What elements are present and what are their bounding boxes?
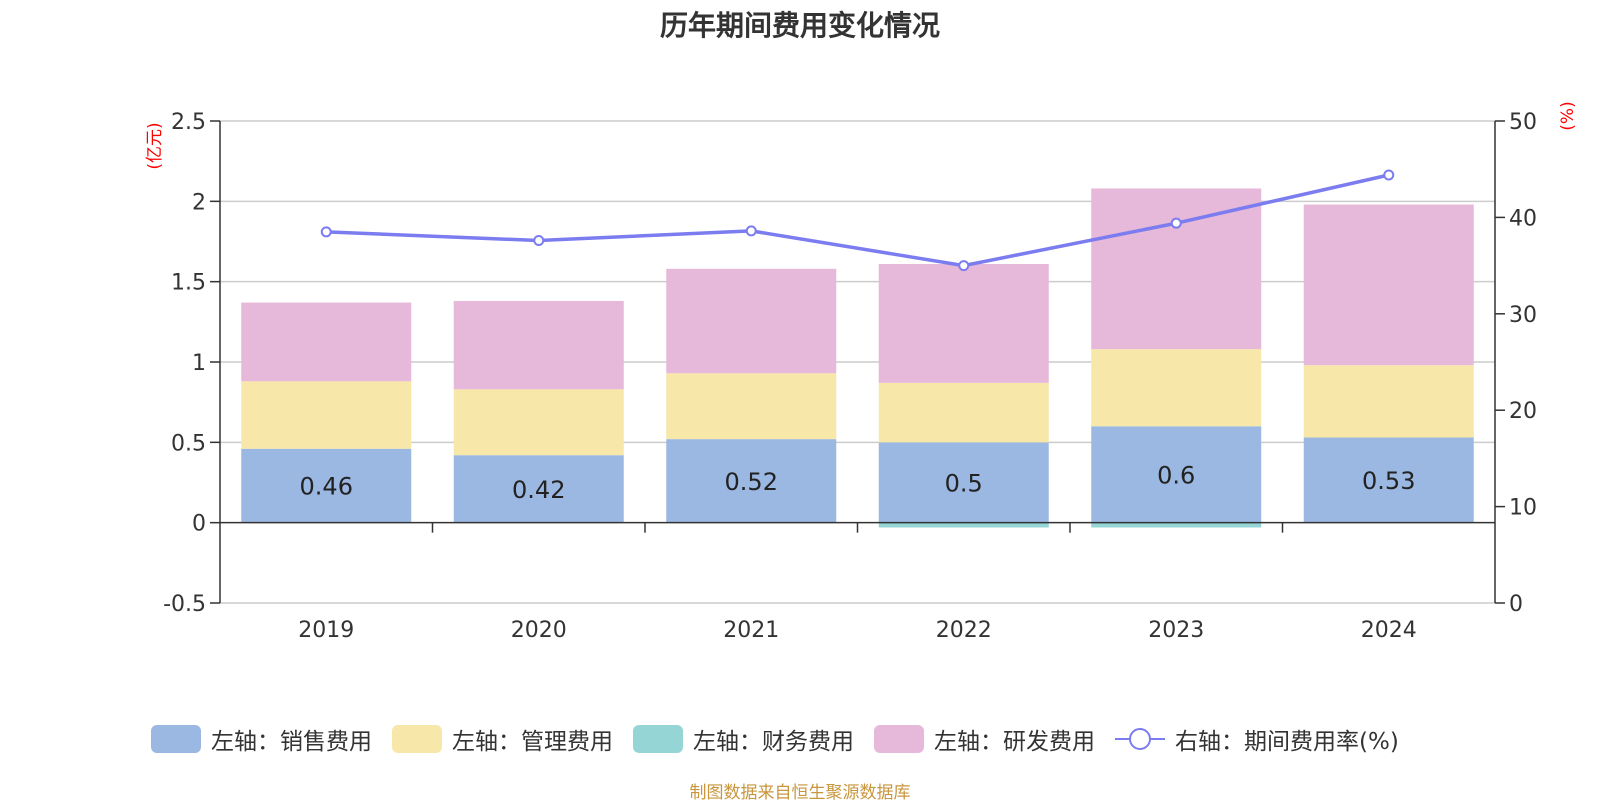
axis-layer: -0.5 0 0.5 1 1.5 2 2.5 0 10 20 30 40 50 2019 2020 2021 2… — [145, 101, 1578, 643]
right-tick-label: 20 — [1509, 399, 1537, 424]
bar-data-label: 0.42 — [512, 476, 565, 504]
expense-rate-point — [958, 260, 970, 272]
left-tick-label: 2 — [192, 190, 206, 215]
bar-segment — [878, 263, 1049, 383]
expense-rate-point — [1170, 217, 1182, 229]
bar-segment — [666, 439, 837, 523]
bar-segment — [1303, 204, 1474, 366]
right-tick-label: 50 — [1509, 110, 1537, 135]
legend-swatch-sales — [151, 725, 201, 753]
legend-label-admin: 左轴：管理费用 — [452, 729, 613, 755]
bar-data-label: 0.5 — [945, 470, 983, 498]
bar-data-label: 0.53 — [1362, 467, 1415, 495]
bar-segment — [1091, 188, 1262, 350]
bar-segment — [666, 373, 837, 440]
grid-layer — [220, 120, 1495, 604]
legend-swatch-rnd — [874, 725, 924, 753]
bar-segment — [1303, 365, 1474, 438]
data-source-note: 制图数据来自恒生聚源数据库 — [689, 783, 911, 803]
bar-segment — [453, 455, 624, 523]
legend-item-finance[interactable]: 左轴：财务费用 — [633, 722, 854, 756]
legend-swatch-expense-rate — [1115, 728, 1165, 750]
legend-item-rnd[interactable]: 左轴：研发费用 — [874, 722, 1095, 756]
left-tick-label: 2.5 — [171, 110, 206, 135]
bar-segment — [453, 389, 624, 456]
left-axis-unit: (亿元) — [145, 122, 165, 169]
bar-layer — [241, 188, 1474, 528]
left-tick-label: 0.5 — [171, 431, 206, 456]
label-layer: 0.46 0.42 0.52 0.5 0.6 0.53 — [300, 461, 1416, 503]
bar-segment — [241, 302, 412, 382]
bar-segment — [878, 522, 1049, 528]
expense-rate-point — [1383, 169, 1395, 181]
legend-swatch-finance — [633, 725, 683, 753]
legend-item-expense-rate[interactable]: 右轴：期间费用率(%) — [1115, 722, 1399, 756]
bar-segment — [1091, 426, 1262, 523]
left-tick-label: 1.5 — [171, 271, 206, 296]
bar-segment — [1303, 437, 1474, 523]
expense-rate-point — [533, 235, 545, 247]
bar-segment — [878, 382, 1049, 443]
legend-label-expense-rate: 右轴：期间费用率(%) — [1175, 729, 1399, 755]
legend-label-sales: 左轴：销售费用 — [211, 729, 372, 755]
right-tick-label: 10 — [1509, 496, 1537, 521]
bar-segment — [1091, 522, 1262, 528]
bar-data-label: 0.6 — [1157, 461, 1195, 489]
right-axis-unit: (%) — [1558, 101, 1578, 130]
bar-segment — [878, 442, 1049, 523]
x-tick-label: 2019 — [298, 618, 354, 643]
right-tick-label: 40 — [1509, 206, 1537, 231]
right-tick-label: 0 — [1509, 592, 1523, 617]
expense-rate-line — [326, 173, 1390, 268]
bar-segment — [666, 268, 837, 374]
bar-data-label: 0.46 — [300, 473, 353, 501]
line-layer — [320, 169, 1395, 272]
x-tick-label: 2022 — [936, 618, 992, 643]
left-tick-label: 1 — [192, 351, 206, 376]
x-tick-label: 2020 — [511, 618, 567, 643]
legend-item-admin[interactable]: 左轴：管理费用 — [392, 722, 613, 756]
bar-segment — [241, 448, 412, 523]
left-tick-label: -0.5 — [163, 592, 206, 617]
legend: 左轴：销售费用 左轴：管理费用 左轴：财务费用 左轴：研发费用 右轴：期间费用率… — [151, 722, 1419, 756]
chart-canvas: -0.5 0 0.5 1 1.5 2 2.5 0 10 20 30 40 50 2019 2020 2021 2… — [145, 101, 1578, 643]
right-tick-label: 30 — [1509, 303, 1537, 328]
bar-segment — [1091, 349, 1262, 427]
legend-label-rnd: 左轴：研发费用 — [934, 729, 1095, 755]
x-tick-label: 2021 — [723, 618, 779, 643]
x-tick-label: 2023 — [1148, 618, 1204, 643]
x-tick-label: 2024 — [1361, 618, 1417, 643]
chart-title: 历年期间费用变化情况 — [659, 9, 940, 42]
expense-rate-point — [745, 225, 757, 237]
bar-data-label: 0.52 — [725, 468, 778, 496]
legend-label-finance: 左轴：财务费用 — [693, 729, 854, 755]
left-tick-label: 0 — [192, 512, 206, 537]
legend-swatch-admin — [392, 725, 442, 753]
bar-segment — [453, 300, 624, 390]
expense-rate-point — [320, 226, 332, 238]
bar-segment — [241, 381, 412, 449]
legend-item-sales[interactable]: 左轴：销售费用 — [151, 722, 372, 756]
